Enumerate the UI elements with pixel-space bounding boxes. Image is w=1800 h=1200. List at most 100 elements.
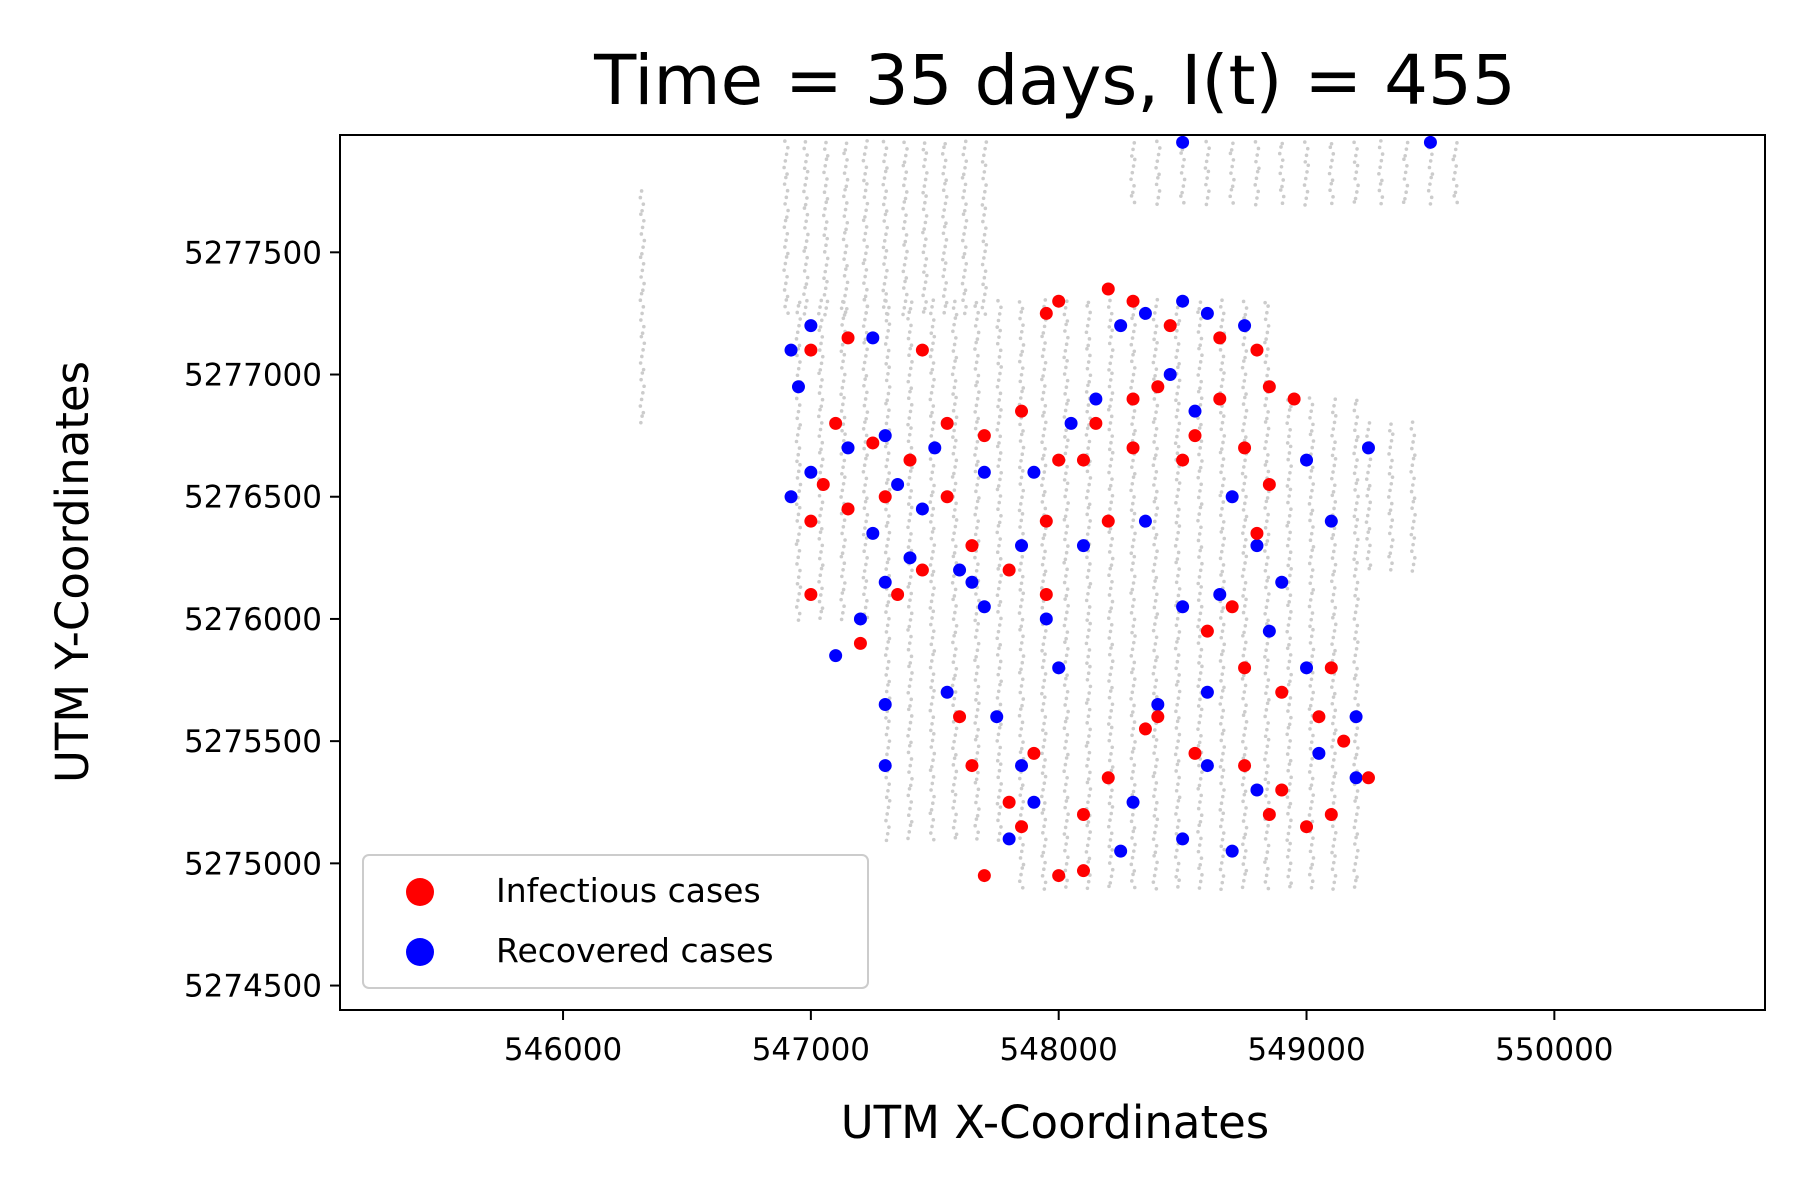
background-point <box>1331 447 1336 451</box>
background-point <box>1266 512 1270 517</box>
background-point <box>865 287 869 292</box>
background-point <box>823 207 827 211</box>
background-point <box>1221 751 1225 756</box>
background-point <box>973 426 978 431</box>
background-point <box>1242 465 1246 469</box>
background-point <box>884 361 889 366</box>
background-point <box>1040 605 1045 610</box>
background-point <box>1177 524 1182 528</box>
background-point <box>1355 683 1360 687</box>
background-point <box>954 726 959 731</box>
background-point <box>1353 488 1357 492</box>
background-point <box>942 251 946 255</box>
background-point <box>1354 752 1359 757</box>
background-point <box>882 176 887 180</box>
background-point <box>1132 511 1137 516</box>
background-point <box>1019 727 1024 731</box>
background-point <box>1109 563 1114 567</box>
background-point <box>964 202 968 206</box>
background-point <box>885 166 889 170</box>
background-point <box>1218 867 1223 872</box>
background-point <box>974 489 978 494</box>
background-point <box>931 569 936 574</box>
background-point <box>1331 592 1336 597</box>
background-point <box>885 560 890 565</box>
background-point <box>865 513 870 517</box>
background-point <box>1174 812 1178 816</box>
background-point <box>1330 787 1334 792</box>
background-point <box>1197 634 1202 639</box>
background-point <box>886 659 891 664</box>
background-point <box>639 189 644 193</box>
background-point <box>906 316 910 321</box>
background-point <box>823 163 828 168</box>
background-point <box>1110 536 1115 541</box>
background-point <box>785 294 790 299</box>
background-point <box>975 482 979 487</box>
recovered-point <box>1423 135 1437 149</box>
background-point <box>1333 751 1337 756</box>
background-point <box>1352 762 1356 767</box>
background-point <box>931 715 936 719</box>
background-point <box>1062 355 1066 360</box>
background-point <box>1278 171 1283 176</box>
background-point <box>997 768 1002 773</box>
background-point <box>954 832 959 837</box>
background-point <box>964 218 969 223</box>
background-point <box>1266 737 1271 742</box>
background-point <box>1289 610 1293 614</box>
background-point <box>1132 554 1137 559</box>
background-point <box>1132 597 1136 602</box>
background-point <box>1354 855 1359 860</box>
background-point <box>885 831 890 836</box>
background-point <box>1307 707 1312 711</box>
background-point <box>885 812 889 816</box>
background-point <box>1288 593 1293 598</box>
background-point <box>1264 794 1268 798</box>
background-point <box>1266 410 1270 414</box>
background-point <box>954 753 958 757</box>
background-point <box>1309 429 1314 433</box>
background-point <box>1087 337 1092 341</box>
background-point <box>998 580 1002 584</box>
background-point <box>929 391 934 395</box>
background-point <box>1308 495 1313 500</box>
background-point <box>1177 401 1181 406</box>
background-point <box>641 410 646 415</box>
background-point <box>908 661 913 665</box>
background-point <box>1220 880 1225 885</box>
background-point <box>1020 677 1025 682</box>
background-point <box>1088 873 1092 877</box>
background-point <box>863 397 868 401</box>
background-point <box>1019 667 1023 672</box>
background-point <box>1287 745 1291 750</box>
background-point <box>929 622 933 627</box>
background-point <box>796 452 801 457</box>
background-point <box>923 200 927 205</box>
background-point <box>864 433 869 438</box>
background-point <box>1243 683 1248 688</box>
background-point <box>822 293 827 297</box>
background-point <box>1330 433 1334 438</box>
background-point <box>1062 415 1067 419</box>
background-point <box>1220 361 1225 365</box>
background-point <box>1108 672 1113 677</box>
background-point <box>1177 481 1182 485</box>
background-point <box>1197 323 1202 328</box>
background-point <box>975 691 979 696</box>
background-point <box>1303 176 1308 181</box>
background-point <box>1132 703 1136 708</box>
background-point <box>995 384 1000 389</box>
background-point <box>1086 568 1091 573</box>
background-point <box>982 170 987 174</box>
background-point <box>817 599 822 604</box>
background-point <box>1132 869 1137 873</box>
background-point <box>1063 762 1068 767</box>
background-point <box>1266 347 1270 351</box>
background-point <box>931 732 936 736</box>
background-point <box>963 288 968 293</box>
y-axis-title: UTM Y-Coordinates <box>46 361 99 783</box>
background-point <box>1243 372 1248 377</box>
background-point <box>1365 556 1370 561</box>
background-point <box>1198 465 1203 470</box>
